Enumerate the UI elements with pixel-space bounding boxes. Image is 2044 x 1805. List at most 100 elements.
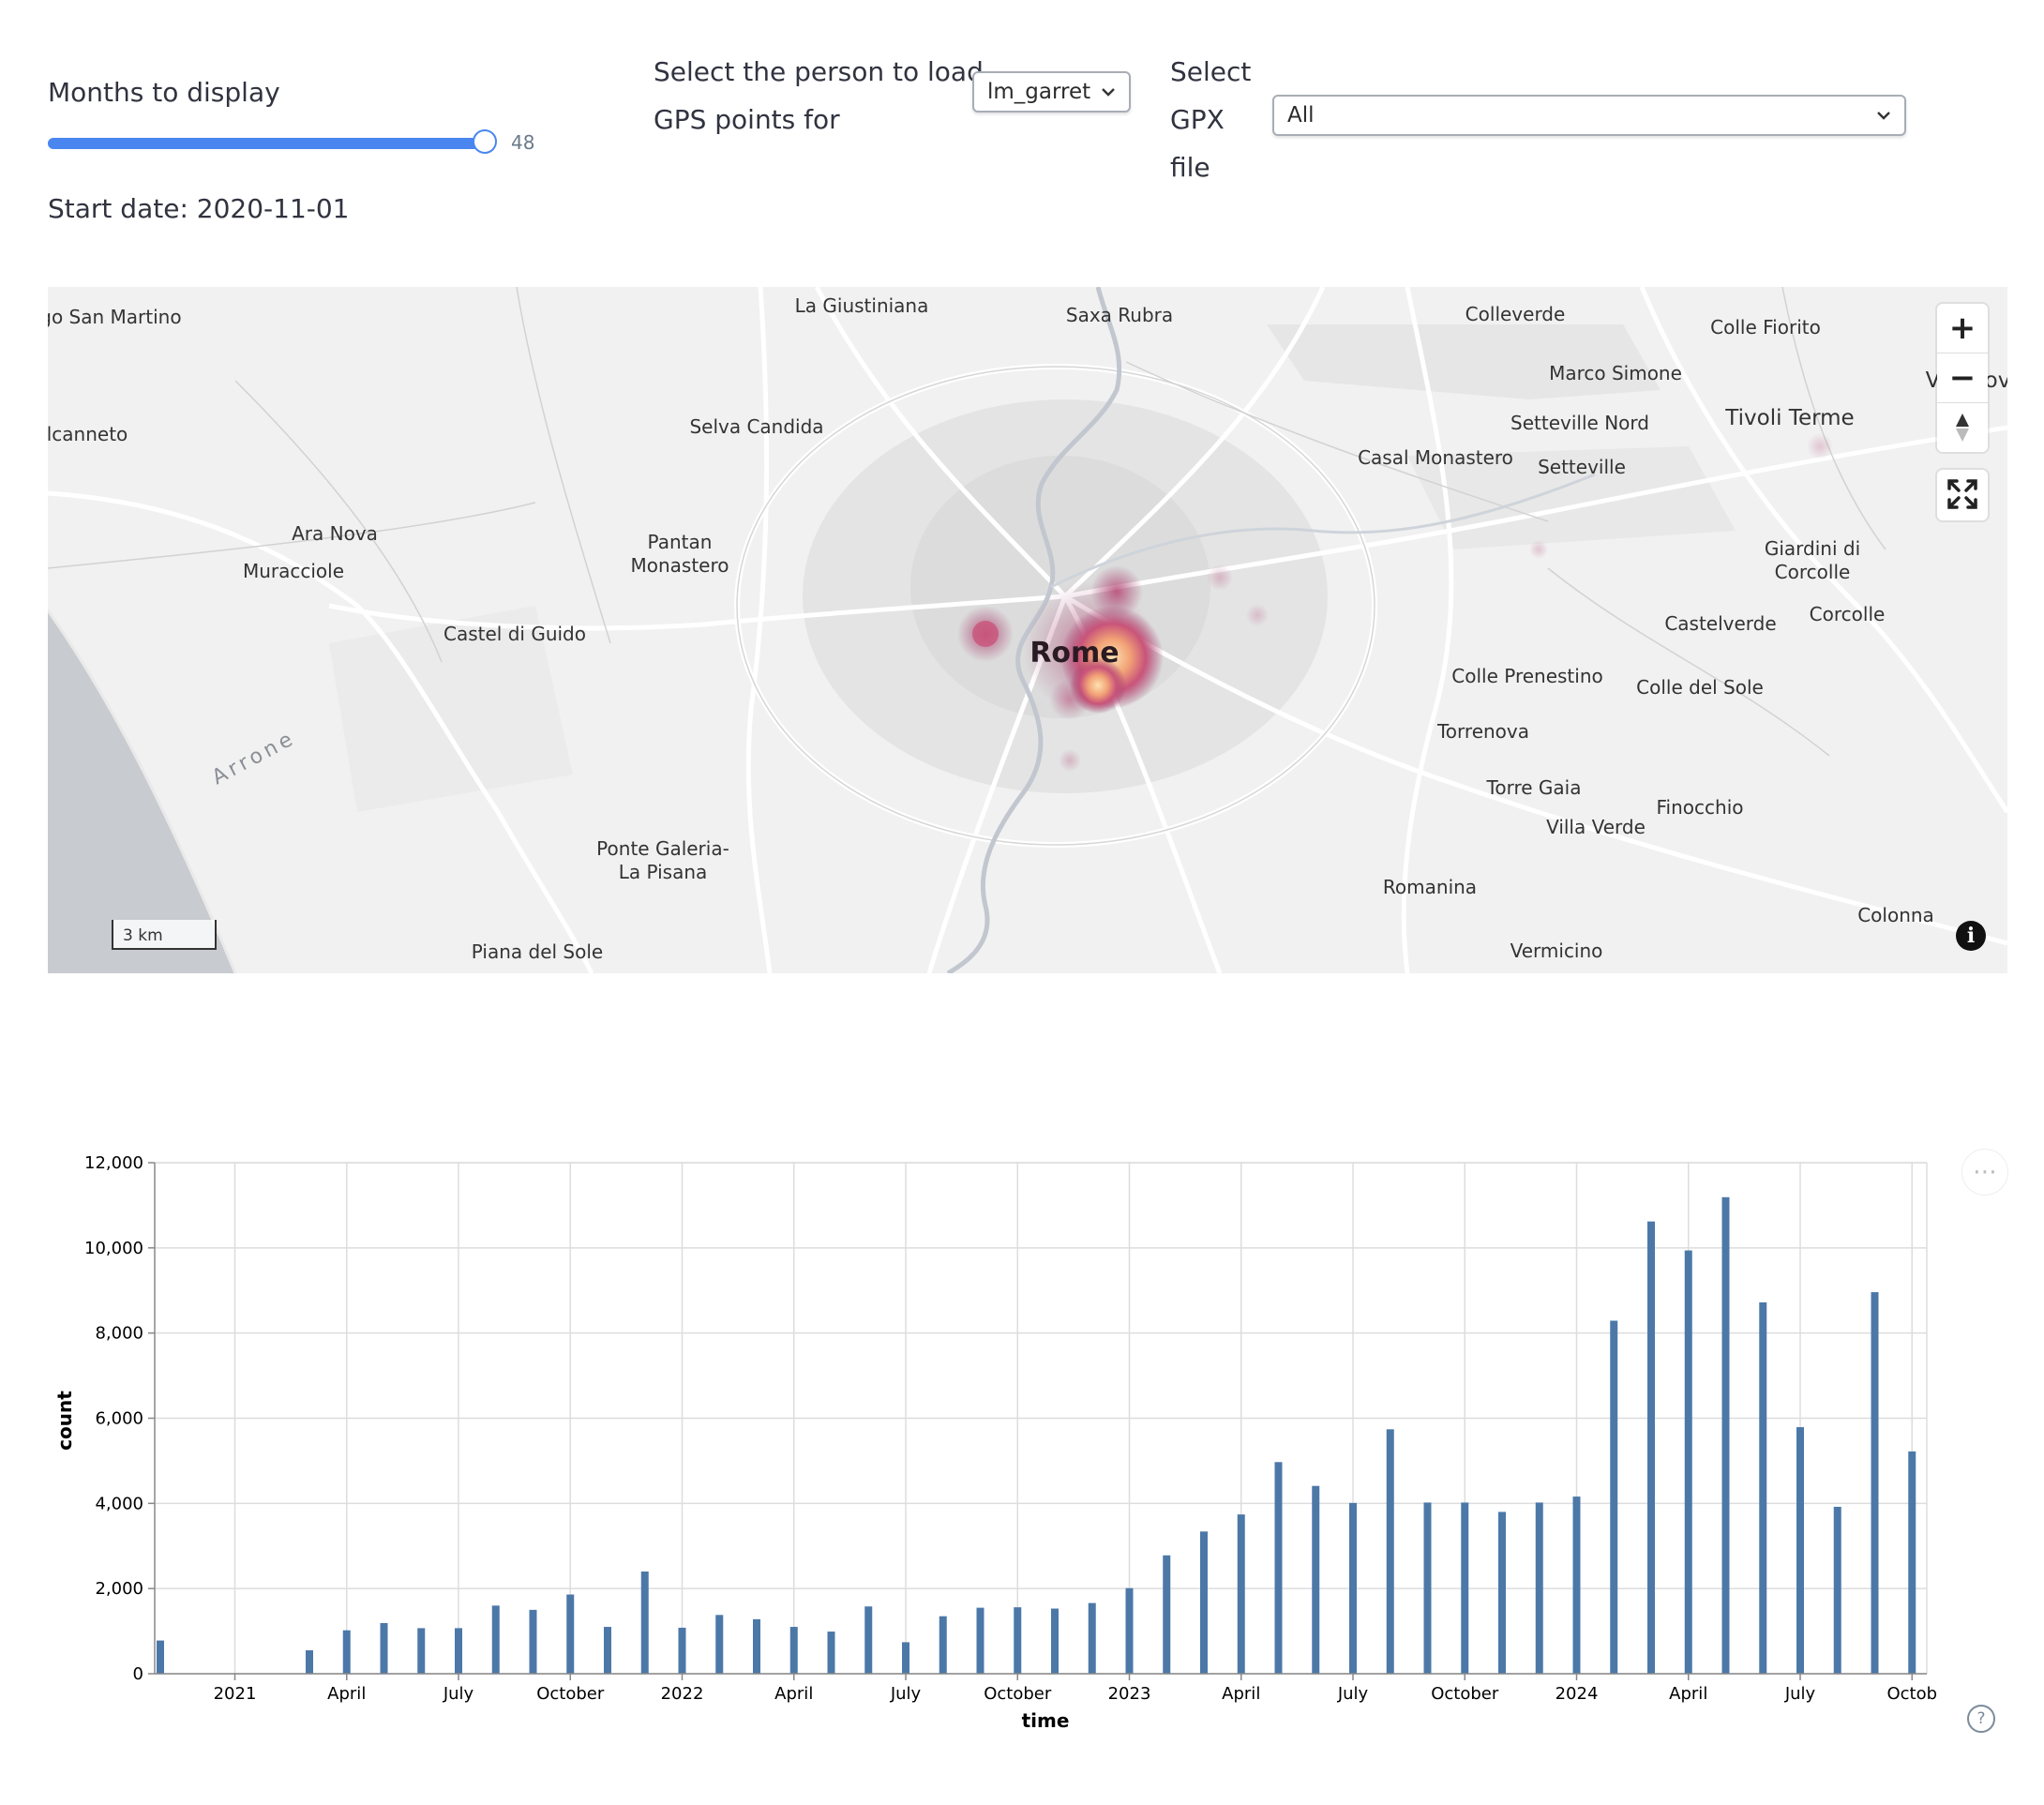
bar-2022-05[interactable] <box>827 1632 835 1674</box>
bar-2022-07[interactable] <box>902 1642 909 1674</box>
bar-2022-12[interactable] <box>1088 1602 1096 1674</box>
map-place-label: Ara Nova <box>292 522 378 545</box>
x-tick-label: October <box>1431 1684 1499 1704</box>
map-place-label: lcanneto <box>48 423 128 445</box>
y-tick-label: 12,000 <box>84 1153 143 1173</box>
chart-actions-menu-button[interactable]: ⋯ <box>1961 1149 2008 1196</box>
map-place-label: Castel di Guido <box>443 623 586 645</box>
bar-2021-08[interactable] <box>491 1605 500 1674</box>
bar-2024-03[interactable] <box>1647 1221 1655 1674</box>
map-place-label: Pantan Monastero <box>630 531 729 577</box>
bar-2021-10[interactable] <box>566 1594 575 1674</box>
map-place-label: Selva Candida <box>689 415 824 438</box>
chart-grid <box>155 1162 1928 1675</box>
bar-2024-09[interactable] <box>1871 1292 1879 1674</box>
y-tick-label: 0 <box>133 1664 143 1684</box>
y-tick-label: 6,000 <box>95 1409 143 1429</box>
map-place-label: Setteville Nord <box>1510 412 1649 434</box>
bar-2023-12[interactable] <box>1535 1502 1543 1674</box>
map-place-label: Villa Verde <box>1546 816 1646 838</box>
minus-icon: − <box>1948 359 1976 397</box>
map-place-label: Tivoli Terme <box>1725 406 1855 430</box>
chart-y-axis: 0 2,000 4,000 6,000 8,000 10,000 12,000 <box>84 1153 156 1684</box>
zoom-in-button[interactable]: + <box>1937 304 1988 353</box>
bar-2021-04[interactable] <box>342 1630 351 1674</box>
chevron-down-icon <box>1102 88 1115 97</box>
bar-2022-06[interactable] <box>864 1606 873 1674</box>
fullscreen-button[interactable] <box>1937 470 1988 519</box>
attribution-info-icon[interactable]: i <box>1956 921 1986 951</box>
map-place-label: La Giustiniana <box>794 294 929 317</box>
person-select[interactable]: lm_garret <box>972 71 1131 113</box>
x-tick-label: 2024 <box>1556 1684 1599 1704</box>
bar-2022-11[interactable] <box>1051 1608 1059 1674</box>
bar-2022-04[interactable] <box>789 1627 798 1674</box>
gpx-label-line2: GPX <box>1170 104 1225 135</box>
bar-2024-06[interactable] <box>1759 1301 1767 1674</box>
bar-2021-07[interactable] <box>455 1628 462 1674</box>
heatmap-map[interactable]: Borgo San Martino La Giustiniana Saxa Ru… <box>48 287 2007 973</box>
map-place-label: Rome <box>1030 637 1120 669</box>
bar-2022-03[interactable] <box>753 1618 760 1674</box>
months-slider-thumb[interactable] <box>473 129 497 154</box>
gpx-file-select[interactable]: All <box>1272 95 1906 136</box>
map-place-label: Torrenova <box>1436 720 1530 743</box>
bar-2023-03[interactable] <box>1200 1531 1208 1674</box>
zoom-out-button[interactable]: − <box>1937 353 1988 402</box>
bar-2021-09[interactable] <box>529 1609 537 1674</box>
bar-2024-01[interactable] <box>1572 1497 1581 1674</box>
bar-2023-09[interactable] <box>1423 1502 1432 1674</box>
x-tick-label: Octob <box>1886 1684 1937 1704</box>
bar-2022-09[interactable] <box>976 1607 984 1674</box>
compass-icon <box>1956 414 1969 442</box>
person-label-line1: Select the person to load <box>654 56 984 87</box>
bar-2023-07[interactable] <box>1349 1502 1357 1674</box>
bar-2024-05[interactable] <box>1721 1196 1730 1674</box>
bar-2023-06[interactable] <box>1312 1485 1320 1674</box>
bar-2022-10[interactable] <box>1014 1607 1022 1674</box>
fullscreen-icon <box>1947 479 1977 509</box>
map-place-label: Setteville <box>1538 456 1626 478</box>
bar-2023-04[interactable] <box>1237 1514 1245 1674</box>
bar-2023-08[interactable] <box>1386 1429 1394 1674</box>
compass-button[interactable] <box>1937 402 1988 452</box>
bar-2022-01[interactable] <box>678 1627 686 1674</box>
bar-2024-08[interactable] <box>1833 1506 1841 1674</box>
start-date: Start date: 2020-11-01 <box>48 193 350 224</box>
bar-2024-07[interactable] <box>1796 1427 1804 1674</box>
bar-2023-11[interactable] <box>1498 1512 1506 1674</box>
bar-2023-10[interactable] <box>1461 1502 1469 1674</box>
more-horizontal-icon: ⋯ <box>1973 1158 1997 1186</box>
bar-2023-05[interactable] <box>1274 1462 1283 1674</box>
months-slider[interactable] <box>48 129 497 154</box>
bar-2023-01[interactable] <box>1125 1587 1134 1674</box>
months-slider-fill <box>48 138 485 149</box>
bar-2021-03[interactable] <box>306 1650 313 1674</box>
bar-2022-02[interactable] <box>715 1615 724 1674</box>
map-place-label: Muracciole <box>242 560 345 582</box>
y-axis-title: count <box>53 1391 76 1451</box>
y-tick-label: 8,000 <box>95 1324 143 1344</box>
x-tick-label: 2021 <box>214 1684 257 1704</box>
map-place-label: Corcolle <box>1809 603 1886 625</box>
bar-2024-02[interactable] <box>1610 1320 1618 1674</box>
bar-2021-12[interactable] <box>640 1572 649 1674</box>
bar-2021-06[interactable] <box>417 1628 426 1674</box>
person-label-line2: GPS points for <box>654 104 840 135</box>
gpx-label-line3: file <box>1170 152 1210 183</box>
bar-2020-11[interactable] <box>157 1640 164 1674</box>
plus-icon: + <box>1948 309 1976 347</box>
map-place-label: Marco Simone <box>1549 362 1682 384</box>
monthly-count-bar-chart: 0 2,000 4,000 6,000 8,000 10,000 12,000 2021 Ap… <box>53 1153 1937 1732</box>
bar-2021-05[interactable] <box>380 1622 388 1674</box>
bar-2024-04[interactable] <box>1684 1250 1692 1674</box>
map-place-label: Finocchio <box>1656 796 1744 819</box>
y-tick-label: 4,000 <box>95 1494 143 1513</box>
bar-2022-08[interactable] <box>939 1616 947 1674</box>
bar-2023-02[interactable] <box>1163 1555 1171 1674</box>
map-place-label: Giardini di Corcolle <box>1764 537 1861 583</box>
x-tick-label: April <box>1669 1684 1707 1704</box>
bar-2021-11[interactable] <box>604 1627 611 1674</box>
bar-2024-10[interactable] <box>1908 1451 1916 1674</box>
help-icon[interactable]: ? <box>1967 1705 1995 1733</box>
